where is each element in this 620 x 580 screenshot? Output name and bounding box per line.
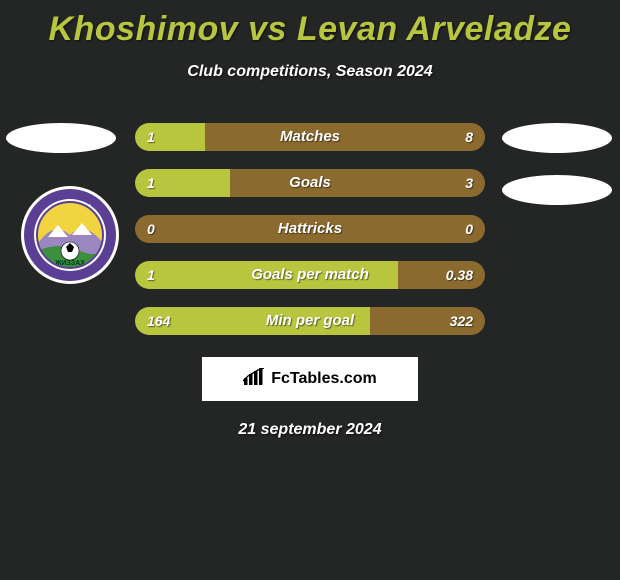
player-left-badge-placeholder [6,123,116,153]
stat-right-value: 0.38 [446,261,473,289]
stat-right-value: 8 [465,123,473,151]
stat-right-value: 0 [465,215,473,243]
stat-row-hattricks: 0 Hattricks 0 [135,215,485,243]
player-right-badge-placeholder-1 [502,123,612,153]
page-subtitle: Club competitions, Season 2024 [0,63,620,81]
stats-rows: 1 Matches 8 1 Goals 3 0 Hattricks 0 1 Go… [135,123,485,353]
stat-label: Min per goal [135,307,485,335]
stat-row-min-per-goal: 164 Min per goal 322 [135,307,485,335]
stat-row-goals-per-match: 1 Goals per match 0.38 [135,261,485,289]
stat-label: Goals per match [135,261,485,289]
stat-row-goals: 1 Goals 3 [135,169,485,197]
stat-label: Goals [135,169,485,197]
page-title: Khoshimov vs Levan Arveladze [0,0,620,49]
brand-badge: FcTables.com [202,357,418,401]
club-logo: ДУСТЛИК ЖИЗЗАХ [20,185,120,285]
player-right-badge-placeholder-2 [502,175,612,205]
stat-right-value: 3 [465,169,473,197]
stat-row-matches: 1 Matches 8 [135,123,485,151]
stat-right-value: 322 [450,307,473,335]
brand-text: FcTables.com [271,370,377,388]
date-label: 21 september 2024 [0,421,620,439]
chart-bar-icon [243,368,265,391]
stat-label: Matches [135,123,485,151]
stat-label: Hattricks [135,215,485,243]
